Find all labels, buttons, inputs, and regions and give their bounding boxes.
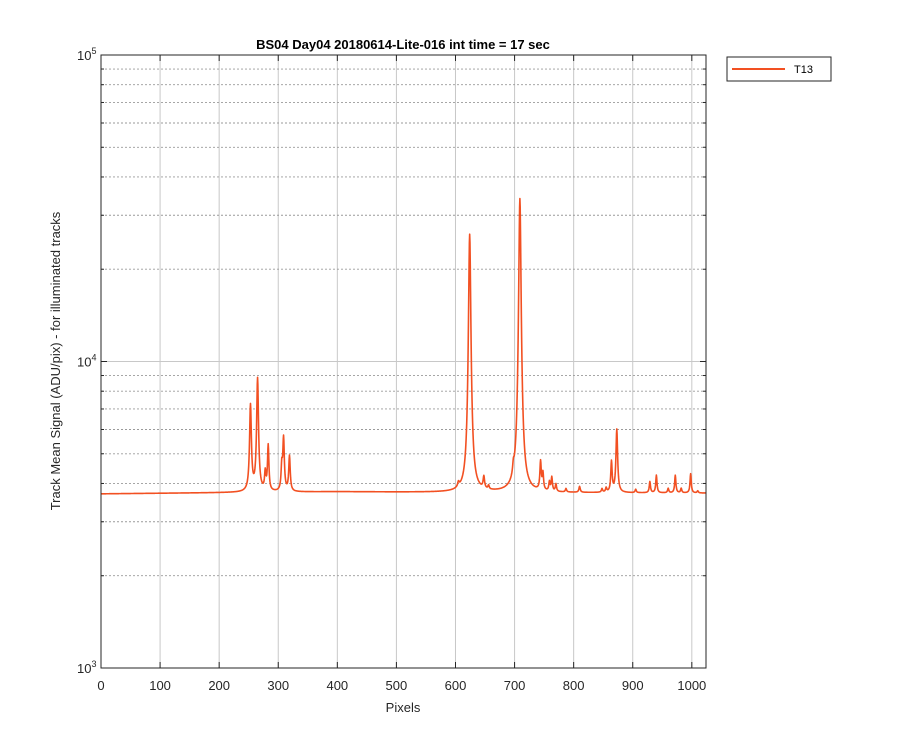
y-tick-label: 103 — [77, 659, 96, 676]
x-tick-label: 800 — [563, 678, 585, 693]
x-tick-label: 0 — [97, 678, 104, 693]
y-tick-label: 105 — [77, 46, 96, 63]
y-axis-label: Track Mean Signal (ADU/pix) - for illumi… — [48, 211, 63, 510]
x-tick-label: 600 — [445, 678, 467, 693]
x-axis-label: Pixels — [386, 700, 421, 715]
x-tick-label: 1000 — [677, 678, 706, 693]
series-line-t13 — [100, 197, 707, 495]
series-layer — [100, 197, 707, 495]
grid — [101, 55, 706, 668]
x-tick-label: 900 — [622, 678, 644, 693]
x-tick-label: 700 — [504, 678, 526, 693]
x-tick-label: 500 — [386, 678, 408, 693]
x-tick-label: 100 — [149, 678, 171, 693]
x-tick-label: 200 — [208, 678, 230, 693]
x-tick-label: 400 — [326, 678, 348, 693]
legend-label-t13: T13 — [794, 64, 813, 76]
chart-title: BS04 Day04 20180614-Lite-016 int time = … — [256, 37, 550, 52]
legend: T13 — [726, 56, 832, 82]
y-tick-label: 104 — [77, 353, 96, 370]
ticks: 0 100 200 300 400 500 600 700 800 900 1000 103 104 10… — [77, 46, 706, 693]
x-tick-label: 300 — [267, 678, 289, 693]
